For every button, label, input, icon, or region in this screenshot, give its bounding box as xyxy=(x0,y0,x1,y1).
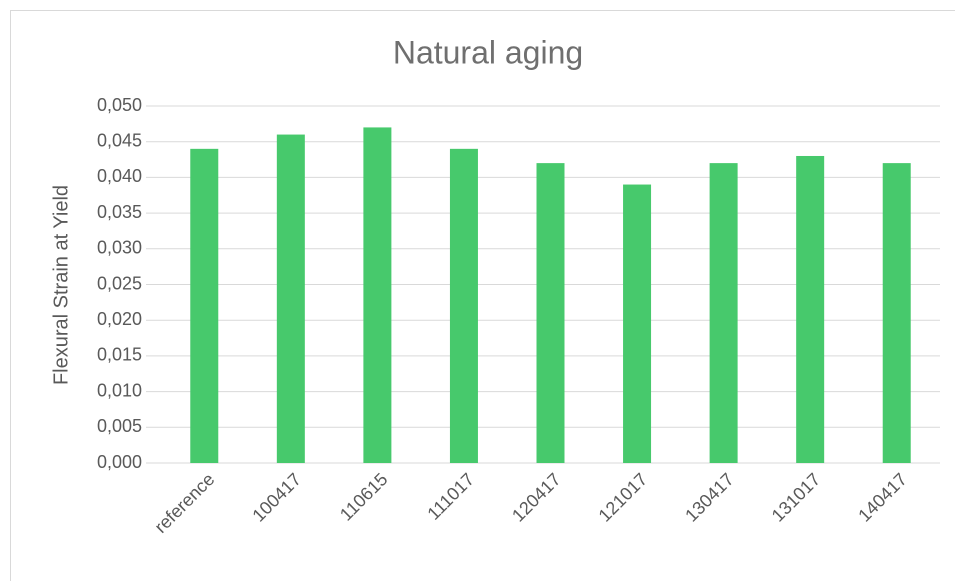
x-tick-label: 121017 xyxy=(595,469,652,526)
y-tick-label: 0,020 xyxy=(97,309,142,329)
bar xyxy=(796,155,825,464)
x-tick-label: 100417 xyxy=(248,469,305,526)
y-tick-label: 0,045 xyxy=(97,130,142,150)
bar xyxy=(623,184,652,464)
x-tick-label: 120417 xyxy=(508,469,565,526)
x-tick-label: 111017 xyxy=(423,469,478,524)
y-axis-label: Flexural Strain at Yield xyxy=(50,185,72,385)
bar xyxy=(709,163,738,463)
x-tick-label: 131017 xyxy=(768,469,825,526)
bar xyxy=(190,148,219,463)
bar xyxy=(276,134,305,463)
x-tick-label: 110615 xyxy=(336,469,392,525)
y-tick-label: 0,000 xyxy=(97,452,142,472)
y-tick-label: 0,010 xyxy=(97,380,142,400)
bar xyxy=(363,127,392,464)
chart-title: Natural aging xyxy=(393,34,583,70)
y-tick-label: 0,005 xyxy=(97,416,142,436)
y-tick-label: 0,035 xyxy=(97,202,142,222)
chart-frame xyxy=(10,10,955,581)
y-tick-label: 0,050 xyxy=(97,95,142,115)
y-tick-label: 0,015 xyxy=(97,345,142,365)
bar xyxy=(536,163,565,463)
y-tick-label: 0,025 xyxy=(97,273,142,293)
bar xyxy=(882,163,911,463)
x-tick-label: 140417 xyxy=(854,469,911,526)
y-tick-label: 0,040 xyxy=(97,166,142,186)
x-tick-label: 130417 xyxy=(681,469,738,526)
x-tick-label: reference xyxy=(151,469,219,537)
bar xyxy=(449,148,478,463)
y-tick-label: 0,030 xyxy=(97,238,142,258)
